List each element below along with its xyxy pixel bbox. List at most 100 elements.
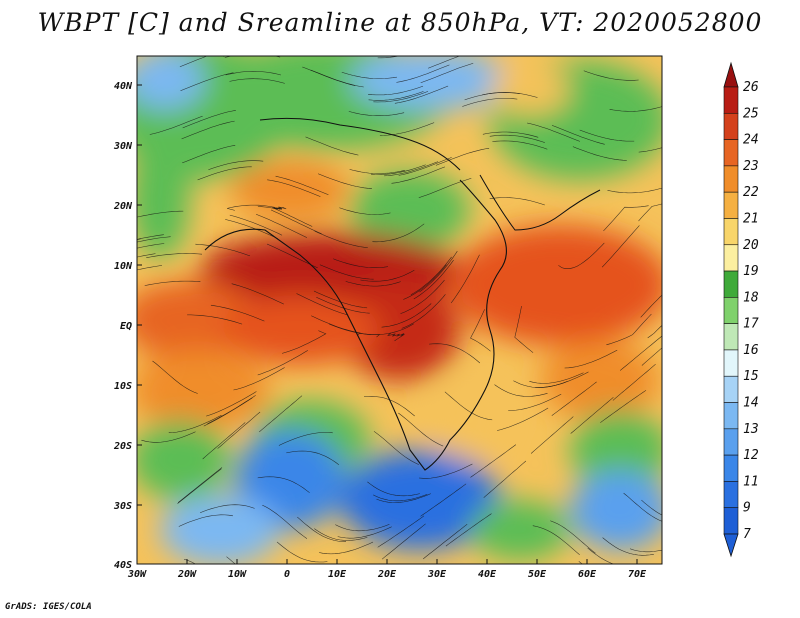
- streamline: [482, 131, 539, 138]
- streamline: [377, 515, 425, 548]
- streamline: [182, 110, 236, 129]
- streamline: [181, 120, 235, 140]
- streamline: [423, 523, 468, 560]
- colorbar-segment: [723, 349, 739, 377]
- streamline: [266, 243, 318, 269]
- streamline: [195, 243, 251, 257]
- lat-tick-label: 10S: [114, 381, 132, 392]
- streamline: [368, 85, 424, 96]
- streamline: [370, 164, 426, 175]
- colorbar-segment: [723, 218, 739, 246]
- streamline: [345, 281, 401, 287]
- colorbar-segment: [723, 481, 739, 509]
- streamline: [570, 397, 614, 434]
- streamline: [137, 238, 141, 240]
- streamline: [462, 98, 518, 107]
- streamline: [587, 547, 615, 564]
- streamline: [579, 129, 635, 142]
- streamline: [305, 136, 359, 156]
- streamline: [379, 122, 435, 136]
- streamline: [418, 463, 473, 479]
- streamline: [282, 330, 327, 354]
- map-title: WBPT [C] and Sreamline at 850hPa, VT: 20…: [37, 8, 763, 37]
- streamline: [202, 422, 246, 460]
- streamline: [313, 290, 368, 309]
- streamline: [316, 297, 370, 314]
- colorbar-segment: [723, 165, 739, 193]
- streamline: [203, 397, 253, 427]
- streamline: [470, 444, 517, 478]
- streamline: [376, 493, 431, 503]
- streamline: [551, 381, 597, 416]
- streamline: [177, 468, 222, 504]
- streamline: [137, 265, 163, 271]
- streamline: [363, 396, 415, 417]
- streamline: [368, 91, 424, 101]
- streamline: [187, 314, 243, 325]
- lat-tick-label: 40N: [114, 81, 133, 92]
- streamline: [494, 384, 548, 397]
- streamline: [410, 256, 452, 295]
- streamline: [360, 269, 415, 282]
- lat-tick-label: EQ: [120, 321, 132, 332]
- streamline: [373, 493, 428, 502]
- streamline: [233, 367, 285, 391]
- streamline: [401, 294, 446, 329]
- colorbar: 26 25 24 23 22 21 20 19 18 17 16 15 14 13 12 11 9 7: [723, 61, 759, 558]
- colorbar-segment: [723, 428, 739, 456]
- streamline: [319, 264, 374, 280]
- streamline: [208, 160, 264, 170]
- streamline: [619, 335, 662, 371]
- colorbar-label: 12: [743, 448, 759, 463]
- streamline: [444, 391, 493, 421]
- streamline: [137, 234, 164, 240]
- streamline: [647, 324, 662, 339]
- colorbar-segment: [723, 323, 739, 351]
- streamline: [387, 332, 405, 342]
- streamline: [391, 166, 445, 184]
- streamline: [183, 558, 197, 564]
- colorbar-label: 19: [743, 264, 759, 279]
- colorbar-label: 24: [743, 133, 759, 148]
- streamline: [178, 514, 233, 527]
- streamline: [420, 483, 467, 517]
- streamline: [314, 528, 368, 541]
- streamline: [317, 173, 372, 189]
- streamline: [492, 140, 548, 150]
- streamline: [381, 303, 432, 328]
- credit-text: GrADS: IGES/COLA: [5, 602, 92, 612]
- colorbar-segment: [723, 112, 739, 140]
- lon-tick-label: 70E: [628, 569, 647, 580]
- colorbar-label: 25: [743, 106, 759, 121]
- streamline: [144, 280, 201, 286]
- streamline: [373, 431, 419, 465]
- lon-tick-label: 30E: [427, 569, 447, 580]
- streamline: [197, 166, 252, 181]
- colorbar-label: 11: [743, 474, 759, 489]
- colorbar-segment: [723, 191, 739, 219]
- lon-tick-label: 20W: [177, 569, 197, 580]
- lat-tick-label: 20N: [113, 201, 133, 212]
- colorbar-segment: [723, 297, 739, 324]
- streamline: [483, 460, 527, 498]
- streamline: [381, 523, 426, 560]
- streamline: [638, 147, 662, 153]
- streamline: [603, 205, 649, 232]
- streamline: [413, 259, 454, 300]
- streamline: [398, 157, 452, 176]
- streamline: [641, 347, 662, 366]
- streamline: [418, 178, 472, 198]
- coastline-north: [259, 117, 461, 171]
- streamlines: [137, 56, 662, 564]
- streamline: [359, 323, 414, 335]
- streamline: [286, 450, 340, 466]
- streamline: [207, 395, 256, 425]
- streamline: [168, 414, 222, 433]
- lon-tick-label: 50E: [528, 569, 547, 580]
- streamline: [255, 213, 308, 238]
- lon-tick-label: 20E: [377, 569, 397, 580]
- streamline: [609, 106, 662, 112]
- streamline: [333, 258, 389, 268]
- streamline: [182, 145, 236, 164]
- streamline: [180, 72, 234, 91]
